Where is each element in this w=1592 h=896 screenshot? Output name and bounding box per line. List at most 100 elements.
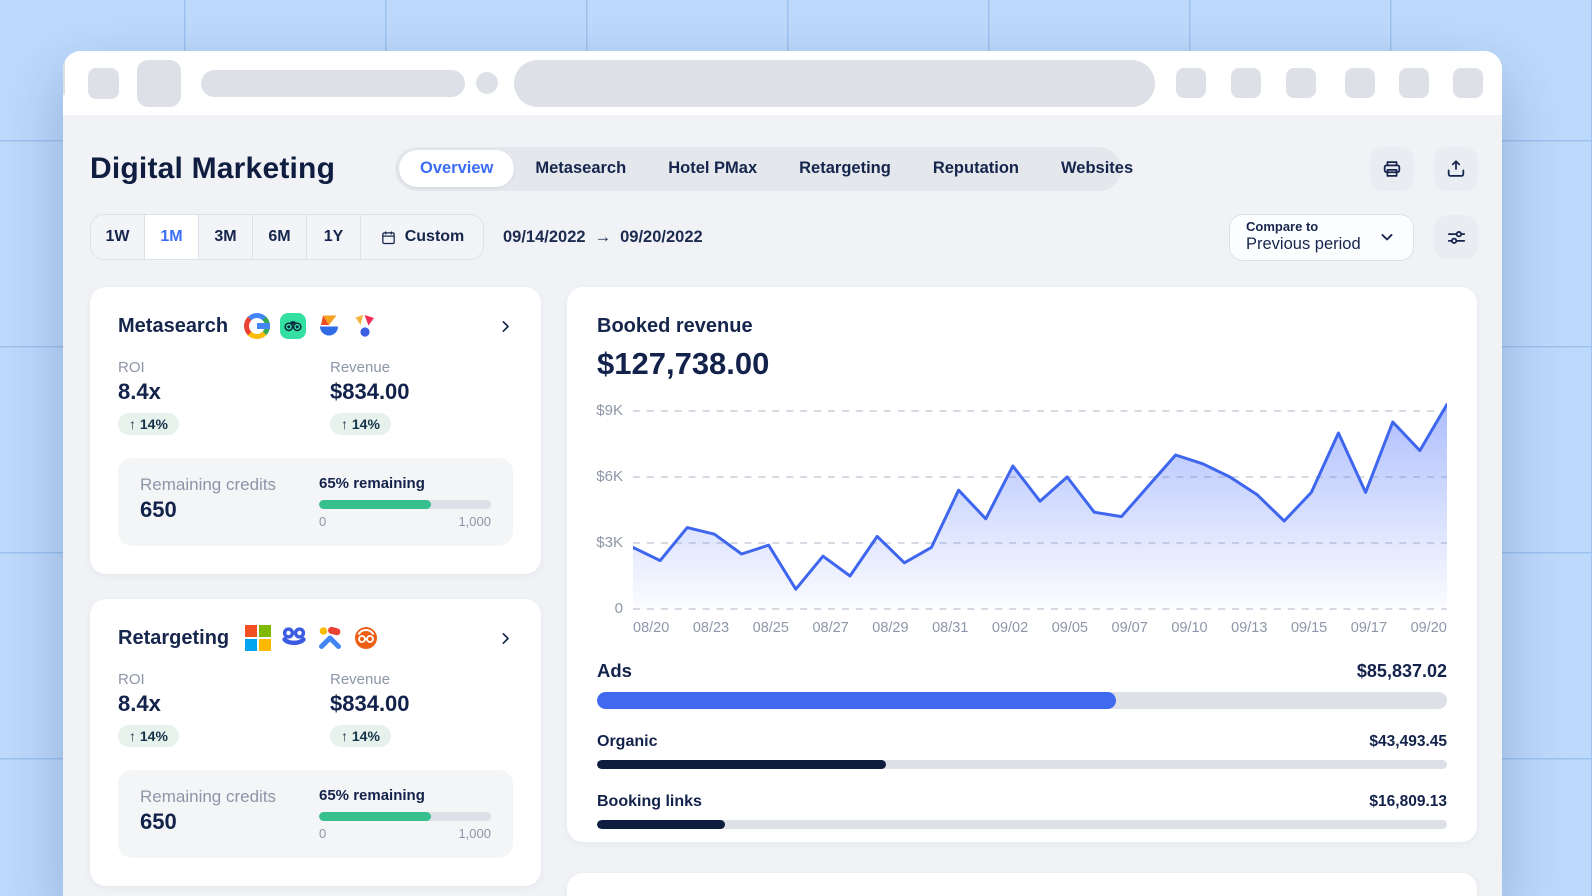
- tab-metasearch[interactable]: Metasearch: [535, 159, 627, 177]
- credits-progress-track: [319, 500, 491, 509]
- remaining-label: 65% remaining: [319, 475, 425, 492]
- tripadvisor-icon: [280, 313, 307, 339]
- date-range-segmented-control: 1W 1M 3M 6M 1Y Custom: [90, 214, 484, 260]
- compare-value: Previous period: [1246, 234, 1361, 253]
- dashboard-content: Digital Marketing Overview Metasearch Ho…: [63, 115, 1502, 896]
- nav-tabs: Overview Metasearch Hotel PMax Retargeti…: [395, 146, 1133, 191]
- x-tick-label: 09/05: [1051, 620, 1088, 636]
- next-card-partial: [567, 873, 1477, 896]
- booked-revenue-title: Booked revenue: [597, 315, 753, 337]
- compare-dropdown[interactable]: Compare to Previous period: [1229, 213, 1414, 261]
- y-tick-label: $3K: [596, 534, 623, 551]
- x-tick-label: 09/17: [1350, 620, 1388, 636]
- x-tick-label: 09/15: [1290, 620, 1328, 636]
- revenue-chart: $9K $6K $3K 0: [596, 401, 1447, 617]
- browser-url-bar[interactable]: [514, 60, 1155, 107]
- x-tick-label: 08/25: [752, 620, 789, 636]
- google-ads-icon: [317, 625, 343, 651]
- remaining-label: 65% remaining: [319, 787, 425, 804]
- chevron-right-icon: [502, 320, 509, 332]
- credits-value: 650: [140, 497, 177, 522]
- toolbar-divider: [63, 51, 65, 95]
- breakdown-bar-fill: [597, 820, 725, 829]
- x-tick-label: 08/23: [692, 620, 730, 636]
- breakdown-label: Organic: [597, 733, 658, 750]
- x-tick-label: 09/02: [991, 620, 1029, 636]
- date-end: 09/20/2022: [620, 227, 703, 246]
- credits-progress-fill: [319, 812, 431, 821]
- tab-hotel-pmax[interactable]: Hotel PMax: [668, 159, 758, 177]
- credits-max: 1,000: [458, 826, 491, 841]
- credits-max: 1,000: [458, 514, 491, 529]
- browser-toolbar-button-6[interactable]: [1453, 68, 1483, 98]
- arrow-right-glyph: →: [594, 227, 612, 246]
- trend-badge: ↑ 14%: [330, 413, 391, 435]
- breakdown-bar-fill: [597, 760, 886, 769]
- breakdown-label: Ads: [597, 660, 632, 681]
- browser-chrome: [63, 51, 1502, 115]
- compare-label: Compare to: [1246, 219, 1319, 235]
- browser-toolbar-button-3[interactable]: [1286, 68, 1316, 98]
- booked-revenue-card: Booked revenue $127,738.00 $9K $6K $3K 0 08…: [567, 287, 1477, 842]
- tab-reputation[interactable]: Reputation: [932, 159, 1019, 177]
- browser-tab[interactable]: [137, 60, 181, 107]
- browser-extension-icon[interactable]: [476, 72, 498, 94]
- breakdown-row-booking-links: Booking links $16,809.13: [597, 793, 1447, 829]
- breakdown-bar-track: [597, 760, 1447, 769]
- breakdown-row-organic: Organic $43,493.45: [597, 733, 1447, 769]
- browser-toolbar-button-2[interactable]: [1231, 68, 1261, 98]
- trend-badge: ↑ 14%: [118, 725, 179, 747]
- area-line-chart: [633, 401, 1447, 610]
- browser-toolbar-button-4[interactable]: [1345, 68, 1375, 98]
- kayak-icon: [316, 313, 342, 339]
- y-tick-label: $9K: [596, 402, 623, 419]
- breakdown-bar-fill: [597, 692, 1116, 709]
- printer-icon: [1381, 158, 1403, 180]
- metasearch-card-link[interactable]: [498, 319, 513, 334]
- filter-settings-button[interactable]: [1434, 215, 1478, 259]
- roi-stat: ROI 8.4x ↑ 14%: [118, 359, 330, 435]
- credits-label: Remaining credits: [140, 787, 277, 806]
- range-1w[interactable]: 1W: [91, 215, 145, 259]
- sliders-icon: [1445, 226, 1468, 249]
- tab-retargeting[interactable]: Retargeting: [799, 159, 891, 177]
- range-1y[interactable]: 1Y: [307, 215, 361, 259]
- chart-x-axis: 08/20 08/23 08/25 08/27 08/29 08/31 09/02 09/05…: [633, 620, 1447, 636]
- google-icon: [244, 313, 271, 339]
- stat-value: $834.00: [330, 691, 410, 716]
- stat-label: Revenue: [330, 359, 391, 376]
- breakdown-bar-track: [597, 692, 1447, 709]
- credits-progress-fill: [319, 500, 431, 509]
- chevron-right-icon: [502, 632, 509, 644]
- retargeting-card-link[interactable]: [498, 631, 513, 646]
- tab-overview[interactable]: Overview: [399, 150, 515, 187]
- x-tick-label: 08/27: [812, 620, 849, 636]
- metasearch-card: Metasearch: [90, 287, 541, 574]
- trend-badge: ↑ 14%: [330, 725, 391, 747]
- y-tick-label: 0: [614, 600, 623, 617]
- breakdown-row-ads: Ads $85,837.02: [597, 660, 1447, 709]
- outbrain-icon: [353, 625, 379, 651]
- range-custom[interactable]: Custom: [361, 215, 483, 259]
- print-button[interactable]: [1370, 146, 1414, 191]
- range-1m[interactable]: 1M: [145, 215, 199, 259]
- stat-label: ROI: [118, 359, 145, 376]
- breakdown-bar-track: [597, 820, 1447, 829]
- custom-label: Custom: [404, 228, 465, 245]
- revenue-stat: Revenue $834.00 ↑ 14%: [330, 359, 513, 435]
- export-button[interactable]: [1434, 146, 1478, 191]
- selected-date-range: 09/14/2022 → 09/20/2022: [503, 228, 703, 247]
- x-tick-label: 09/10: [1171, 620, 1208, 636]
- range-3m[interactable]: 3M: [199, 215, 253, 259]
- browser-window: Digital Marketing Overview Metasearch Ho…: [63, 51, 1502, 896]
- x-tick-label: 08/29: [872, 620, 909, 636]
- browser-toolbar-button-5[interactable]: [1399, 68, 1429, 98]
- tab-websites[interactable]: Websites: [1061, 159, 1134, 177]
- stat-label: Revenue: [330, 671, 391, 688]
- credits-progress-track: [319, 812, 491, 821]
- adroll-goggles-icon: [281, 625, 307, 651]
- range-6m[interactable]: 6M: [253, 215, 307, 259]
- x-tick-label: 09/07: [1111, 620, 1148, 636]
- browser-menu-button[interactable]: [88, 68, 119, 99]
- browser-toolbar-button-1[interactable]: [1176, 68, 1206, 98]
